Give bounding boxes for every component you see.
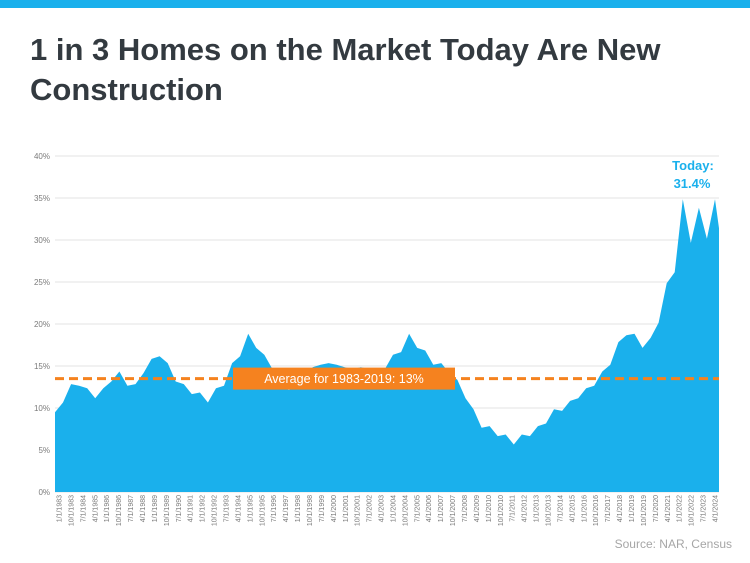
- x-tick-label: 4/1/2018: [617, 495, 624, 522]
- today-callout-label: Today:: [672, 158, 714, 173]
- x-tick-label: 4/1/1991: [188, 495, 195, 522]
- x-tick-label: 1/1/1989: [152, 495, 159, 522]
- x-tick-label: 10/1/2004: [402, 495, 409, 526]
- x-tick-label: 10/1/2001: [355, 495, 362, 526]
- y-tick-label: 40%: [34, 152, 50, 161]
- x-tick-label: 7/1/2002: [367, 495, 374, 522]
- x-tick-label: 10/1/2022: [689, 495, 696, 526]
- y-tick-label: 10%: [34, 404, 50, 413]
- x-tick-label: 1/1/2007: [438, 495, 445, 522]
- x-tick-label: 4/1/1997: [283, 495, 290, 522]
- y-tick-label: 20%: [34, 320, 50, 329]
- x-tick-label: 4/1/1985: [92, 495, 99, 522]
- x-tick-label: 10/1/2019: [641, 495, 648, 526]
- x-tick-label: 1/1/2001: [343, 495, 350, 522]
- x-tick-label: 7/1/2014: [557, 495, 564, 522]
- x-tick-label: 4/1/1994: [235, 495, 242, 522]
- x-tick-label: 7/1/2020: [653, 495, 660, 522]
- y-tick-label: 5%: [38, 446, 50, 455]
- x-tick-label: 1/1/2010: [486, 495, 493, 522]
- y-axis-ticks: 0% 5% 10% 15% 20% 25% 30% 35% 40%: [34, 152, 50, 497]
- new-construction-share-area: [55, 199, 719, 493]
- x-tick-label: 1/1/1992: [200, 495, 207, 522]
- x-tick-label: 4/1/2015: [569, 495, 576, 522]
- x-tick-label: 7/1/1993: [224, 495, 231, 522]
- average-label-box: [233, 367, 455, 390]
- x-tick-label: 7/1/1990: [176, 495, 183, 522]
- y-tick-label: 15%: [34, 362, 50, 371]
- source-note: Source: NAR, Census: [614, 537, 732, 551]
- y-tick-label: 35%: [34, 194, 50, 203]
- x-tick-label: 1/1/1995: [247, 495, 254, 522]
- x-tick-label: 1/1/1983: [57, 495, 64, 522]
- x-tick-label: 1/1/2022: [677, 495, 684, 522]
- x-tick-label: 7/1/2011: [510, 495, 517, 522]
- page-title: 1 in 3 Homes on the Market Today Are New…: [30, 32, 661, 107]
- x-tick-label: 1/1/1986: [104, 495, 111, 522]
- x-tick-label: 7/1/1996: [271, 495, 278, 522]
- x-tick-label: 4/1/2021: [665, 495, 672, 522]
- x-tick-label: 4/1/2006: [426, 495, 433, 522]
- x-tick-label: 1/1/2004: [391, 495, 398, 522]
- x-axis-ticks: 1/1/1983 10/1/1983 7/1/1984 4/1/1985 1/1/198…: [57, 495, 720, 526]
- x-tick-label: 1/1/1998: [295, 495, 302, 522]
- x-tick-label: 7/1/2008: [462, 495, 469, 522]
- y-tick-label: 0%: [38, 488, 50, 497]
- y-tick-label: 30%: [34, 236, 50, 245]
- x-tick-label: 10/1/1986: [116, 495, 123, 526]
- x-tick-label: 4/1/2024: [713, 495, 720, 522]
- x-tick-label: 4/1/2003: [379, 495, 386, 522]
- top-accent-bar: [0, 0, 750, 8]
- x-tick-label: 10/1/1989: [164, 495, 171, 526]
- x-tick-label: 7/1/2005: [414, 495, 421, 522]
- x-tick-label: 4/1/2012: [522, 495, 529, 522]
- x-tick-label: 10/1/1983: [68, 495, 75, 526]
- x-tick-label: 4/1/1988: [140, 495, 147, 522]
- y-tick-label: 25%: [34, 278, 50, 287]
- x-tick-label: 1/1/2019: [629, 495, 636, 522]
- x-tick-label: 4/1/2009: [474, 495, 481, 522]
- x-tick-label: 7/1/1984: [80, 495, 87, 522]
- x-tick-label: 7/1/1987: [128, 495, 135, 522]
- x-tick-label: 10/1/2013: [546, 495, 553, 526]
- x-tick-label: 10/1/1998: [307, 495, 314, 526]
- x-tick-label: 10/1/1992: [212, 495, 219, 526]
- x-tick-label: 4/1/2000: [331, 495, 338, 522]
- average-label: Average for 1983-2019: 13%: [264, 372, 424, 386]
- x-tick-label: 10/1/2010: [498, 495, 505, 526]
- x-tick-label: 7/1/2017: [605, 495, 612, 522]
- x-tick-label: 10/1/2007: [450, 495, 457, 526]
- x-tick-label: 1/1/2016: [581, 495, 588, 522]
- today-callout-value: 31.4%: [674, 176, 711, 191]
- x-tick-label: 10/1/2016: [593, 495, 600, 526]
- x-tick-label: 10/1/1995: [259, 495, 266, 526]
- x-tick-label: 7/1/1999: [319, 495, 326, 522]
- x-tick-label: 1/1/2013: [534, 495, 541, 522]
- x-tick-label: 7/1/2023: [701, 495, 708, 522]
